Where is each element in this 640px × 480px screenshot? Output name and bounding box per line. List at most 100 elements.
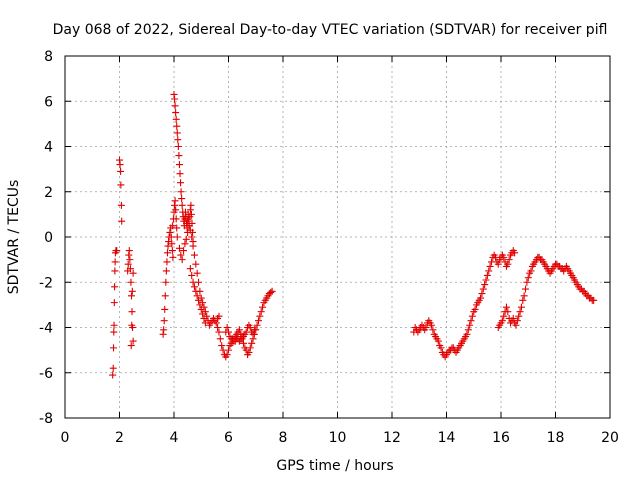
grid-lines [65,56,610,418]
data-point [485,267,493,275]
data-point [178,195,186,203]
data-point [498,317,506,325]
data-point [429,326,437,334]
data-point [522,285,530,293]
x-tick-label: 6 [224,430,233,446]
x-tick-label: 10 [329,430,347,446]
data-point [199,310,207,318]
y-tick-label: 6 [44,94,53,110]
data-points [109,90,598,379]
data-point [468,312,476,320]
data-point [127,292,135,300]
y-tick-label: -6 [39,366,53,382]
axis-ticks: 0 2 4 6 8 10 12 14 16 18 20 -8 -6 -4 -2 0 2 4 6 8 [39,49,619,446]
x-tick-label: 8 [279,430,288,446]
data-point [192,260,200,268]
data-point [505,256,513,264]
data-point [215,328,223,336]
data-point [500,312,508,320]
data-point [128,287,136,295]
data-point [253,321,261,329]
x-tick-label: 0 [61,430,70,446]
data-point [225,328,232,336]
data-point [160,317,168,325]
data-point [128,308,136,316]
data-point [113,247,121,255]
data-point [249,330,257,338]
data-point [511,249,519,257]
data-point [482,276,490,284]
data-point [172,215,180,223]
data-point [177,179,185,187]
data-point [515,312,523,320]
data-point [117,181,125,189]
data-point [500,253,508,261]
data-point [160,326,168,334]
data-point [245,348,253,356]
data-point [117,167,125,175]
data-point [212,319,220,327]
data-point [182,235,190,243]
data-point [129,269,137,277]
data-point [502,303,510,311]
data-point [172,115,180,123]
data-point [197,305,205,313]
data-point [223,351,231,359]
data-point [523,278,531,286]
data-point [109,364,117,372]
data-point [477,294,485,302]
data-point [111,283,119,291]
data-point [246,344,254,352]
y-axis-label: SDTVAR / TECUs [6,180,22,295]
data-point [169,222,177,230]
data-point [250,326,258,334]
data-point [517,303,525,311]
data-point [175,244,183,252]
x-tick-label: 4 [170,430,179,446]
data-point [110,321,118,329]
data-point [172,109,180,117]
data-point [478,290,486,298]
data-point [167,233,175,241]
data-point [513,317,521,325]
data-point [504,308,512,316]
data-point [467,317,475,325]
data-point [173,122,181,130]
y-tick-label: 4 [44,140,53,156]
data-point [177,188,185,196]
data-point [481,281,489,289]
data-point [174,136,182,144]
data-point [163,258,171,266]
data-point [178,256,186,264]
data-point [590,296,598,304]
data-point [162,267,170,275]
data-point [124,260,132,268]
y-tick-label: 0 [44,230,53,246]
x-tick-label: 12 [383,430,401,446]
data-point [173,224,181,232]
data-point [483,271,491,279]
data-point [527,267,535,275]
data-point [171,197,179,205]
data-point [524,274,532,282]
x-tick-label: 18 [547,430,565,446]
chart-title: Day 068 of 2022, Sidereal Day-to-day VTE… [53,22,608,38]
data-point [168,247,176,255]
data-point [109,371,117,379]
data-point [520,292,528,300]
data-point [256,312,264,320]
data-point [116,161,124,169]
data-point [437,344,445,352]
data-point [466,321,474,329]
data-point [239,339,247,347]
data-point [200,314,208,322]
data-point [215,312,223,320]
data-point [192,287,200,295]
data-point [185,222,193,230]
data-point [128,321,136,329]
data-point [248,339,256,347]
data-point [504,260,512,268]
data-point [193,292,201,300]
data-point [181,240,189,248]
